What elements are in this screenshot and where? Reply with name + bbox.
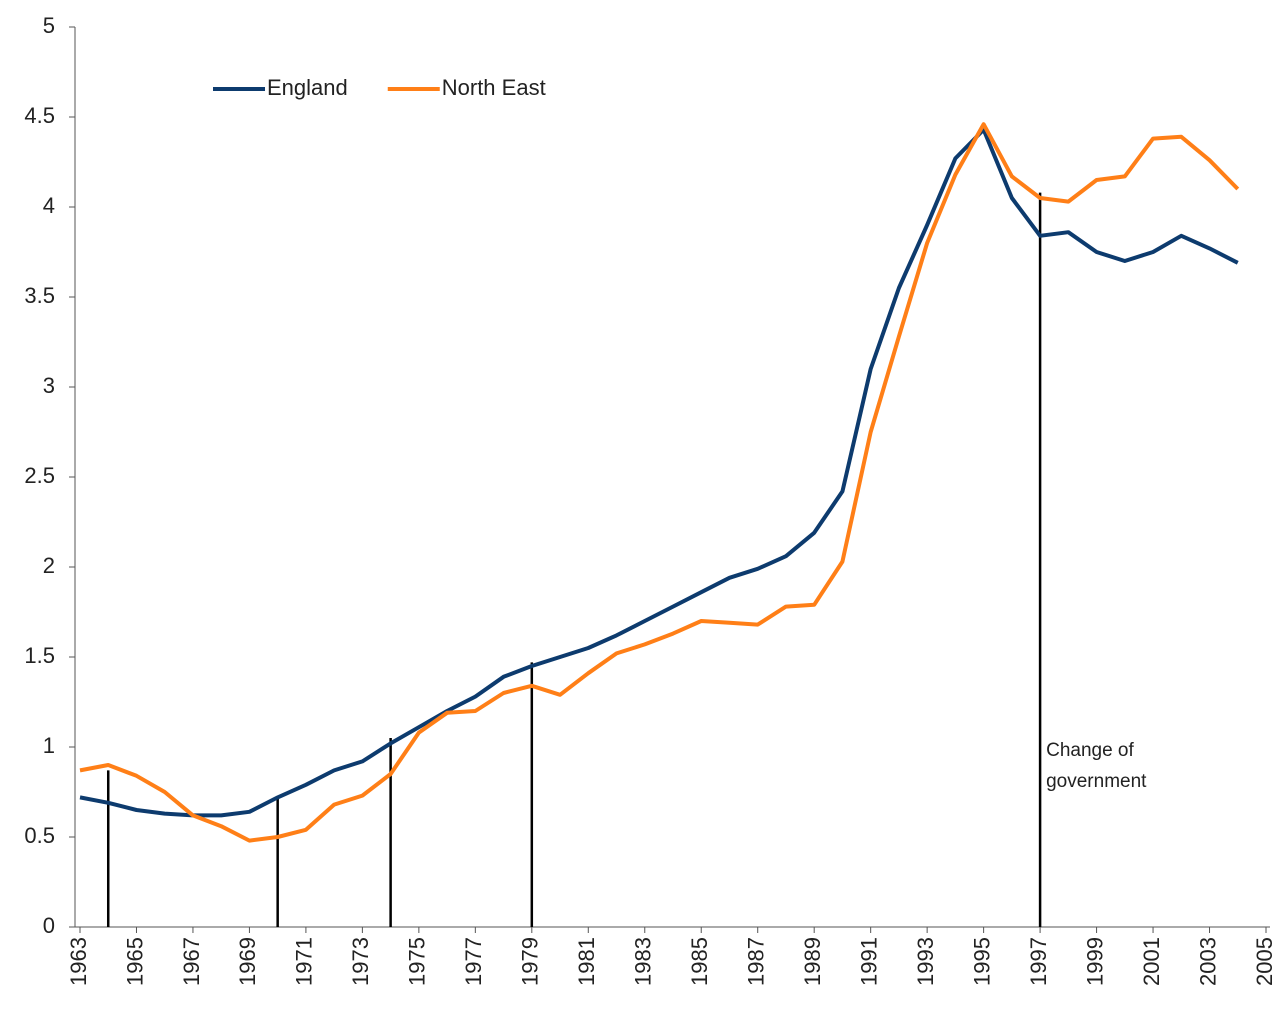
x-tick-label: 1967 [179, 937, 204, 986]
y-tick-label: 0.5 [24, 823, 55, 848]
x-tick-label: 1985 [687, 937, 712, 986]
x-tick-label: 1983 [631, 937, 656, 986]
y-tick-label: 1.5 [24, 643, 55, 668]
y-tick-label: 0 [43, 913, 55, 938]
y-tick-label: 2.5 [24, 463, 55, 488]
annotation-line: Change of [1046, 740, 1134, 761]
x-tick-label: 1973 [348, 937, 373, 986]
series-line [79, 127, 1239, 818]
series-line [79, 122, 1240, 843]
annotation: Change of government [1046, 740, 1147, 792]
y-tick-label: 4.5 [24, 103, 55, 128]
y-tick-label: 3.5 [24, 283, 55, 308]
x-tick-label: 1981 [574, 937, 599, 986]
x-tick-label: 2001 [1139, 937, 1164, 986]
annotation-line: government [1046, 771, 1147, 792]
x-tick-label: 1989 [800, 937, 825, 986]
y-tick-label: 3 [43, 373, 55, 398]
x-tick-label: 1965 [122, 937, 147, 986]
x-tick-label: 1977 [461, 937, 486, 986]
x-tick-label: 1995 [969, 937, 994, 986]
x-tick-label: 1999 [1082, 937, 1107, 986]
x-tick-label: 1993 [913, 937, 938, 986]
legend-label: England [267, 75, 348, 100]
y-tick-label: 5 [43, 13, 55, 38]
x-tick-label: 1963 [66, 937, 91, 986]
x-tick-label: 1975 [405, 937, 430, 986]
y-tick-label: 1 [43, 733, 55, 758]
legend-label: North East [442, 75, 546, 100]
x-tick-label: 2003 [1195, 937, 1220, 986]
x-tick-label: 1971 [292, 937, 317, 986]
x-tick-label: 1969 [235, 937, 260, 986]
x-tick-label: 2005 [1252, 937, 1277, 986]
x-tick-label: 1991 [856, 937, 881, 986]
y-tick-label: 4 [43, 193, 55, 218]
x-tick-label: 1997 [1026, 937, 1051, 986]
x-tick-label: 1987 [744, 937, 769, 986]
y-tick-label: 2 [43, 553, 55, 578]
x-tick-label: 1979 [518, 937, 543, 986]
